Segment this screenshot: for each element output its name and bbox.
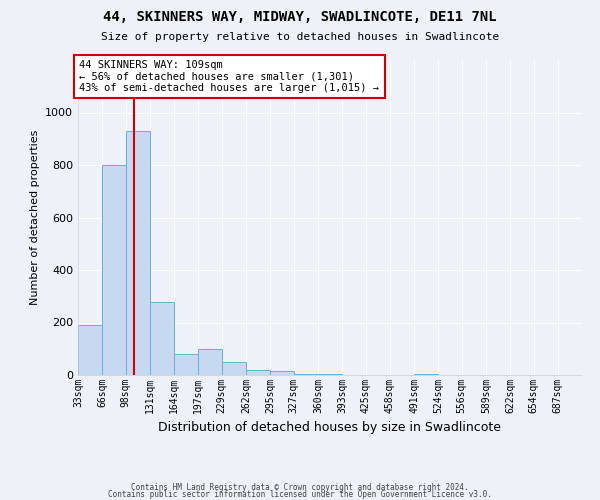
Text: Contains HM Land Registry data © Crown copyright and database right 2024.: Contains HM Land Registry data © Crown c…	[131, 484, 469, 492]
Y-axis label: Number of detached properties: Number of detached properties	[29, 130, 40, 305]
Bar	[246, 370, 270, 375]
Text: Size of property relative to detached houses in Swadlincote: Size of property relative to detached ho…	[101, 32, 499, 42]
Bar	[102, 165, 125, 375]
Bar	[222, 362, 246, 375]
Bar	[199, 349, 222, 375]
Text: 44 SKINNERS WAY: 109sqm
← 56% of detached houses are smaller (1,301)
43% of semi: 44 SKINNERS WAY: 109sqm ← 56% of detache…	[79, 60, 379, 93]
Bar	[78, 325, 102, 375]
Text: Contains public sector information licensed under the Open Government Licence v3: Contains public sector information licen…	[108, 490, 492, 499]
Text: 44, SKINNERS WAY, MIDWAY, SWADLINCOTE, DE11 7NL: 44, SKINNERS WAY, MIDWAY, SWADLINCOTE, D…	[103, 10, 497, 24]
X-axis label: Distribution of detached houses by size in Swadlincote: Distribution of detached houses by size …	[158, 422, 502, 434]
Bar	[174, 354, 199, 375]
Bar	[270, 371, 293, 375]
Bar	[318, 374, 342, 375]
Bar	[150, 302, 174, 375]
Bar	[293, 374, 318, 375]
Bar	[125, 131, 150, 375]
Bar	[414, 374, 438, 375]
